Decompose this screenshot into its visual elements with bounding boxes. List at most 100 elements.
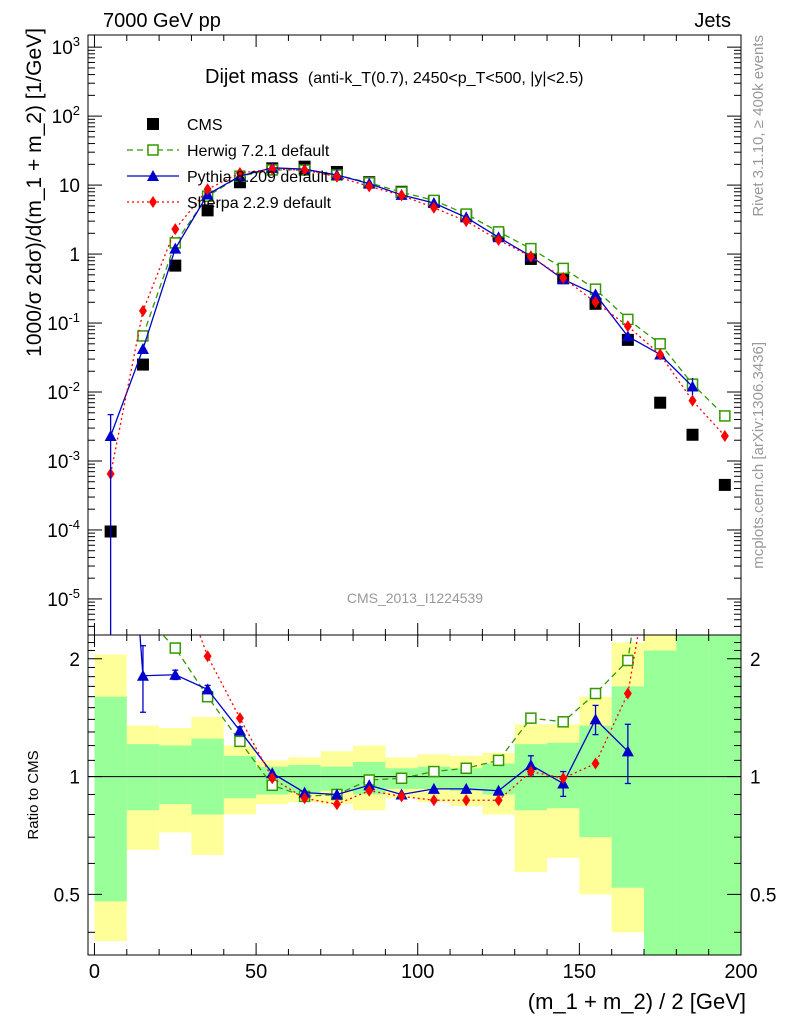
sherpa-2-2-9-default-point xyxy=(365,180,374,193)
pythia-8-209-default-ratio-point xyxy=(105,230,117,241)
pythia-8-209-default-ratio-point xyxy=(330,788,343,800)
sherpa-2-2-9-default-point xyxy=(494,233,503,246)
herwig-7-2-1-default-ratio-point xyxy=(557,716,569,728)
y-tick-label: 10-1 xyxy=(47,310,80,335)
herwig-7-2-1-default-point xyxy=(719,410,731,422)
chart-title: Dijet mass (anti-k_T(0.7), 2450<p_T<500,… xyxy=(205,66,584,88)
x-tick-label: 50 xyxy=(245,961,267,983)
y-tick-label: 10 xyxy=(59,176,80,197)
legend-marker-pythia-8-209-default xyxy=(147,170,159,181)
herwig-7-2-1-default-point xyxy=(557,262,569,275)
pythia-8-209-default-ratio-point xyxy=(233,724,246,736)
herwig-7-2-1-default-ratio-point xyxy=(492,754,505,767)
herwig-7-2-1-default-ratio-point xyxy=(655,438,665,448)
sherpa-2-2-9-default-ratio-point xyxy=(397,790,406,803)
sherpa-2-2-9-default-ratio-point xyxy=(656,500,664,512)
herwig-7-2-1-default-ratio-point xyxy=(720,380,730,390)
sherpa-2-2-9-default-ratio-point xyxy=(332,798,341,811)
mcplots-label: mcplots.cern.ch [arXiv:1306.3436] xyxy=(750,342,767,569)
ratio-band-inner xyxy=(676,635,709,955)
pythia-8-209-default-ratio-point xyxy=(136,669,149,681)
legend-label-sherpa-2-2-9-default: Sherpa 2.2.9 default xyxy=(187,195,332,212)
sherpa-2-2-9-default-ratio-point xyxy=(203,650,212,663)
pythia-8-209-default-ratio-point xyxy=(621,745,634,757)
ratio-band-inner xyxy=(94,696,127,902)
herwig-7-2-1-default-ratio-point xyxy=(589,687,602,700)
sherpa-2-2-9-default-ratio-point xyxy=(721,494,729,506)
ratio-band-inner xyxy=(644,650,677,955)
cms-point xyxy=(169,259,182,272)
legend-label-herwig-7-2-1-default: Herwig 7.2.1 default xyxy=(187,143,330,160)
pythia-8-209-default-ratio-line xyxy=(139,635,629,796)
sherpa-2-2-9-default-point xyxy=(235,166,244,179)
chart-title-main: Dijet mass xyxy=(205,66,298,88)
sherpa-2-2-9-default-point xyxy=(656,348,665,361)
cms-point xyxy=(654,396,667,409)
sherpa-2-2-9-default-ratio-point xyxy=(429,794,438,807)
herwig-7-2-1-default-ratio-point xyxy=(525,712,537,724)
pythia-8-209-default-point xyxy=(621,330,634,342)
y-tick-label: 10-3 xyxy=(47,448,80,473)
x-tick-label: 0 xyxy=(89,961,100,983)
ratio-band-inner xyxy=(126,744,160,811)
ratio-axis-label: Ratio to CMS xyxy=(25,750,42,839)
pythia-8-209-default-ratio-point xyxy=(492,784,505,796)
ratio-tick-label-right: 0.5 xyxy=(750,885,776,906)
pythia-8-209-default-ratio-point xyxy=(427,782,440,794)
rivet-label: Rivet 3.1.10, ≥ 400k events xyxy=(750,35,767,217)
y-tick-label: 1 xyxy=(69,245,80,266)
herwig-7-2-1-default-point xyxy=(654,338,666,350)
pythia-8-209-default-ratio-point xyxy=(589,713,602,725)
pythia-8-209-default-ratio-point xyxy=(524,759,537,771)
herwig-7-2-1-default-ratio-point xyxy=(428,765,440,778)
pythia-8-209-default-point xyxy=(589,288,602,300)
y-tick-label: 103 xyxy=(52,34,80,59)
sherpa-2-2-9-default-point xyxy=(526,250,535,263)
sherpa-2-2-9-default-point xyxy=(559,271,568,284)
sherpa-2-2-9-default-ratio-point xyxy=(623,687,632,700)
sherpa-2-2-9-default-point xyxy=(623,320,632,333)
legend: CMS Herwig 7.2.1 default Pythia 8.209 defa… xyxy=(127,117,332,212)
header-left: 7000 GeV pp xyxy=(103,10,221,32)
analysis-label: CMS_2013_I1224539 xyxy=(347,590,483,606)
legend-marker-herwig-7-2-1-default xyxy=(147,144,159,156)
sherpa-2-2-9-default-ratio-point xyxy=(526,765,535,778)
sherpa-2-2-9-default-ratio-point xyxy=(235,712,244,725)
cms-point xyxy=(201,204,214,217)
y-axis-label: 1000/σ 2dσ)/d(m_1 + m_2) [1/GeV] xyxy=(23,28,46,357)
legend-marker-cms xyxy=(147,118,159,130)
ratio-band-inner xyxy=(417,766,451,789)
sherpa-2-2-9-default-point xyxy=(171,223,180,236)
sherpa-2-2-9-default-ratio-point xyxy=(591,757,600,770)
x-tick-label: 100 xyxy=(401,961,434,983)
sherpa-2-2-9-default-point xyxy=(688,394,697,407)
ratio-tick-label: 0.5 xyxy=(54,885,80,906)
x-axis-label: (m_1 + m_2) / 2 [GeV] xyxy=(528,989,746,1014)
plot-frames xyxy=(87,34,742,956)
sherpa-2-2-9-default-ratio-point xyxy=(462,794,471,807)
sherpa-2-2-9-default-ratio-line xyxy=(199,635,639,805)
ratio-uncertainty-bands xyxy=(94,635,741,955)
sherpa-2-2-9-default-ratio-point xyxy=(365,784,374,797)
y-tick-label: 10-2 xyxy=(47,379,80,404)
herwig-7-2-1-default-ratio-point xyxy=(138,609,148,619)
herwig-7-2-1-default-ratio-point xyxy=(234,735,246,748)
sherpa-2-2-9-default-point xyxy=(138,304,147,317)
main-plot-series xyxy=(104,160,731,635)
y-tick-label: 102 xyxy=(52,103,80,128)
sherpa-2-2-9-default-point xyxy=(268,163,277,176)
sherpa-2-2-9-default-ratio-point xyxy=(171,563,179,575)
sherpa-2-2-9-default-point xyxy=(429,201,438,214)
pythia-8-209-default-ratio-point xyxy=(201,683,214,695)
ratio-band-inner xyxy=(320,766,354,791)
sherpa-2-2-9-default-point xyxy=(332,170,341,183)
y-tick-label: 10-4 xyxy=(47,517,80,542)
ratio-tick-label: 1 xyxy=(69,768,80,789)
legend-marker-sherpa-2-2-9-default xyxy=(149,196,157,208)
ratio-tick-label-right: 2 xyxy=(750,650,761,671)
herwig-7-2-1-default-ratio-point xyxy=(460,762,472,775)
sherpa-2-2-9-default-ratio-point xyxy=(689,573,697,585)
axis-ticks: 0 50 100 150 20010-510-410-310-210-111010210… xyxy=(47,34,776,983)
x-tick-label: 200 xyxy=(724,961,757,983)
sherpa-2-2-9-default-ratio-point xyxy=(139,466,147,478)
